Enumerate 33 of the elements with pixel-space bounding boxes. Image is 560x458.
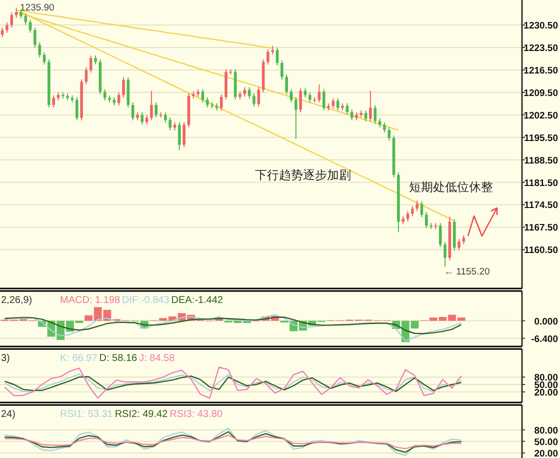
series-label: J: 84.58 [139,353,176,364]
chart-title: 24) [1,409,16,420]
y-tick-label: 1202.50 [524,110,558,122]
series-label: RSI2: 49.42 [114,409,168,420]
series-label: K: 66.97 [60,353,98,364]
chart-title: 2,26,9) [1,295,32,306]
series-label: MACD: 1.198 [60,295,120,306]
y-tick-label: 1230.50 [524,20,558,32]
series-label: DEA:-1.442 [171,295,224,306]
annotation: 1235.90 [20,2,54,14]
y-tick-label: 1209.50 [524,88,558,99]
y-tick-label: 1188.50 [524,155,558,166]
y-tick-label: -6.400 [531,334,558,345]
y-tick-label: 1223.50 [524,42,558,54]
series-label: D: 58.16 [99,353,138,364]
annotation: 下行趋势逐步加剧 [255,168,351,182]
annotation: 短期处低位休整 [409,180,493,194]
y-tick-label: 1195.50 [524,132,558,144]
series-label: RSI3: 43.80 [170,409,223,420]
annotation: ← 1155.20 [444,266,490,278]
y-tick-label: 1160.50 [524,245,558,256]
y-tick-label: 1216.50 [524,65,558,76]
y-tick-label: 1167.50 [524,222,558,234]
series-label: DIF:-0.843 [122,295,170,306]
y-tick-label: 20.00 [534,387,558,398]
y-tick-label: 80.00 [534,425,558,436]
y-tick-label: 20.00 [534,448,558,458]
y-tick-label: 1181.50 [524,178,558,189]
y-tick-label: 0.000 [534,316,558,328]
y-tick-label: 1174.50 [524,200,558,212]
chart-title: 3) [1,353,10,364]
series-label: RSI1: 53.31 [60,409,114,420]
y-tick-label: 50.00 [534,436,558,448]
